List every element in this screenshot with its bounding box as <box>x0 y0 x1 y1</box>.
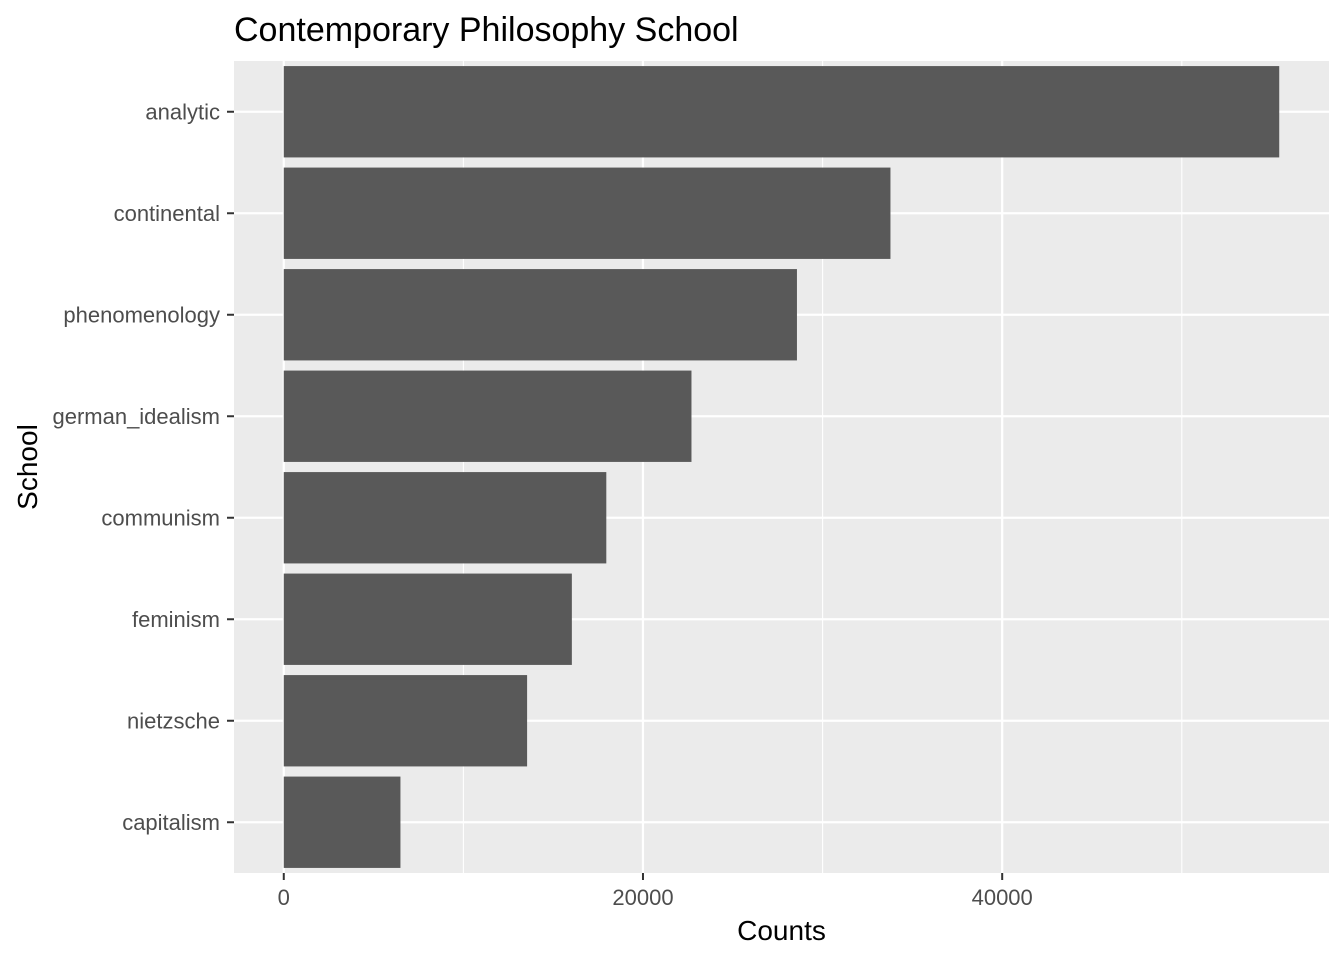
x-axis-title: Counts <box>737 915 826 946</box>
y-axis: analytic continental phenomenology german_i… <box>52 99 234 835</box>
y-tick-label: continental <box>114 201 220 226</box>
bar-phenomenology <box>283 269 797 361</box>
bar-continental <box>283 167 891 259</box>
y-axis-title: School <box>12 424 43 510</box>
y-tick-label: phenomenology <box>63 302 220 327</box>
x-axis: 0 20000 40000 <box>278 873 1033 910</box>
bars <box>283 66 1280 868</box>
y-tick-label: nietzsche <box>127 708 220 733</box>
y-tick-label: communism <box>101 505 220 530</box>
y-tick-label: german_idealism <box>52 404 220 429</box>
bar-capitalism <box>283 776 401 868</box>
bar-german-idealism <box>283 370 692 462</box>
x-tick-label: 0 <box>278 885 290 910</box>
y-tick-label: capitalism <box>122 810 220 835</box>
bar-analytic <box>283 66 1280 158</box>
x-tick-label: 20000 <box>612 885 673 910</box>
bar-feminism <box>283 573 572 665</box>
y-tick-label: feminism <box>132 607 220 632</box>
y-tick-label: analytic <box>145 99 220 124</box>
bar-nietzsche <box>283 675 528 767</box>
chart-title: Contemporary Philosophy School <box>234 11 739 49</box>
x-tick-label: 40000 <box>972 885 1033 910</box>
bar-communism <box>283 472 607 564</box>
